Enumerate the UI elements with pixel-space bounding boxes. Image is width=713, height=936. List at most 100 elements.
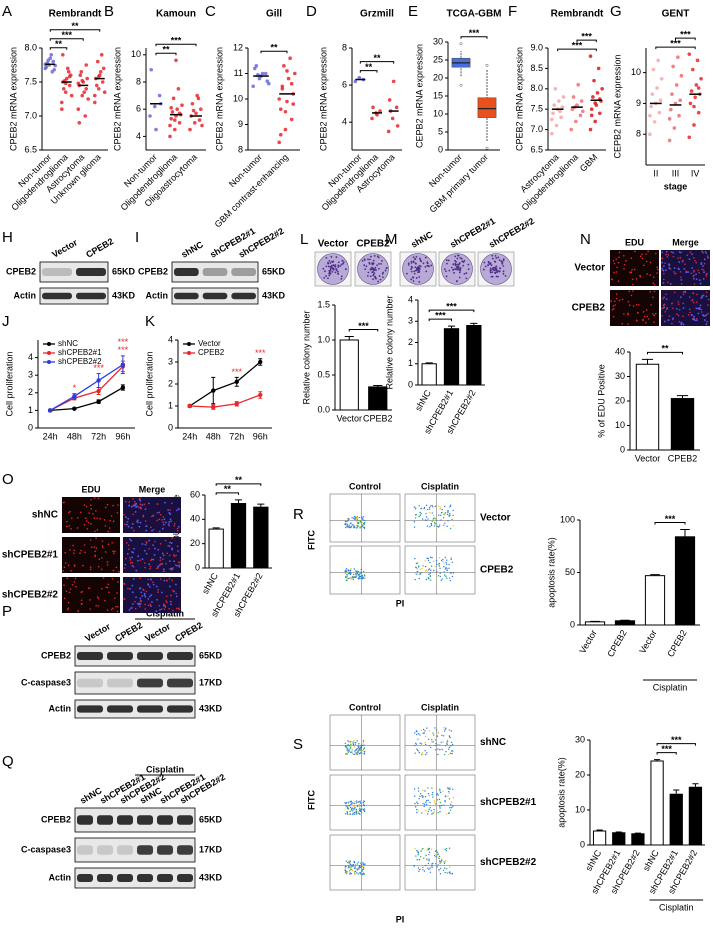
event [424,570,427,572]
data-point [60,53,65,57]
nucleus [665,298,668,300]
cell [612,259,615,262]
cell [133,501,136,503]
y-tick-label: 4 [408,294,413,304]
colony [490,275,493,278]
colony [363,264,366,267]
event [438,563,440,565]
colony [368,263,371,265]
cell [126,542,128,544]
nucleus [136,521,139,524]
event [414,514,417,516]
data-point [598,111,602,116]
event [361,577,364,580]
nucleus [661,251,664,254]
x-tick-label: 96h [115,431,130,441]
cell [162,558,164,560]
data-point [191,108,196,113]
event [351,517,353,519]
cell [157,591,159,593]
cell [647,318,650,320]
significance: ** [365,62,373,72]
event [413,744,416,747]
event [430,746,432,749]
nucleus [136,519,139,522]
data-point [154,127,158,132]
event [413,526,416,528]
event [346,801,348,804]
event [451,872,454,875]
significance: *** [665,514,676,524]
cell [103,519,106,521]
event [438,525,440,528]
event [430,523,433,525]
image [62,577,120,613]
event [437,732,440,734]
data-point [391,79,396,84]
event [451,518,453,521]
colony [491,254,494,257]
bracket [49,47,68,50]
cell [171,537,174,539]
colony [467,263,470,266]
axis-label: FITC [306,790,316,810]
bar [612,832,626,846]
data-point [558,109,562,114]
event [428,794,431,797]
image-frame [123,537,181,573]
nucleus [170,520,173,523]
nucleus [132,578,135,580]
nucleus [131,523,134,525]
event [355,752,357,754]
event [442,861,445,863]
event [413,795,416,797]
cell [707,312,709,315]
event [435,518,437,520]
event [358,868,360,870]
cell [700,308,703,311]
cell [98,558,101,560]
event [423,506,426,509]
cell [139,503,142,506]
nucleus [134,511,137,513]
band [167,678,193,688]
event [420,729,422,732]
cell [80,511,82,514]
cell [87,521,90,524]
event [437,794,439,796]
cell [92,512,94,515]
band [137,678,163,688]
cell [80,603,83,606]
event [345,805,347,807]
event [360,526,363,528]
data-point [370,116,374,121]
event [363,800,365,802]
blot-strip [74,699,196,719]
event [452,805,454,808]
event [431,520,434,522]
event [447,795,449,797]
colony [371,271,374,274]
event [444,867,446,869]
event [345,569,347,571]
nucleus [661,261,664,264]
nucleus [151,601,153,603]
cell [615,297,618,300]
nucleus [148,586,151,588]
cell [66,520,68,523]
event [432,732,434,734]
event [362,749,364,752]
marker [258,392,263,398]
cell [623,267,625,270]
event [350,526,352,529]
event [448,746,451,749]
nucleus [683,267,686,270]
event [433,525,436,527]
colony [418,276,421,278]
cell [144,520,147,522]
colony [502,272,505,275]
colony [381,260,383,262]
y-tick-label: 2 [408,337,413,347]
colony [465,272,468,274]
cell [124,523,126,525]
